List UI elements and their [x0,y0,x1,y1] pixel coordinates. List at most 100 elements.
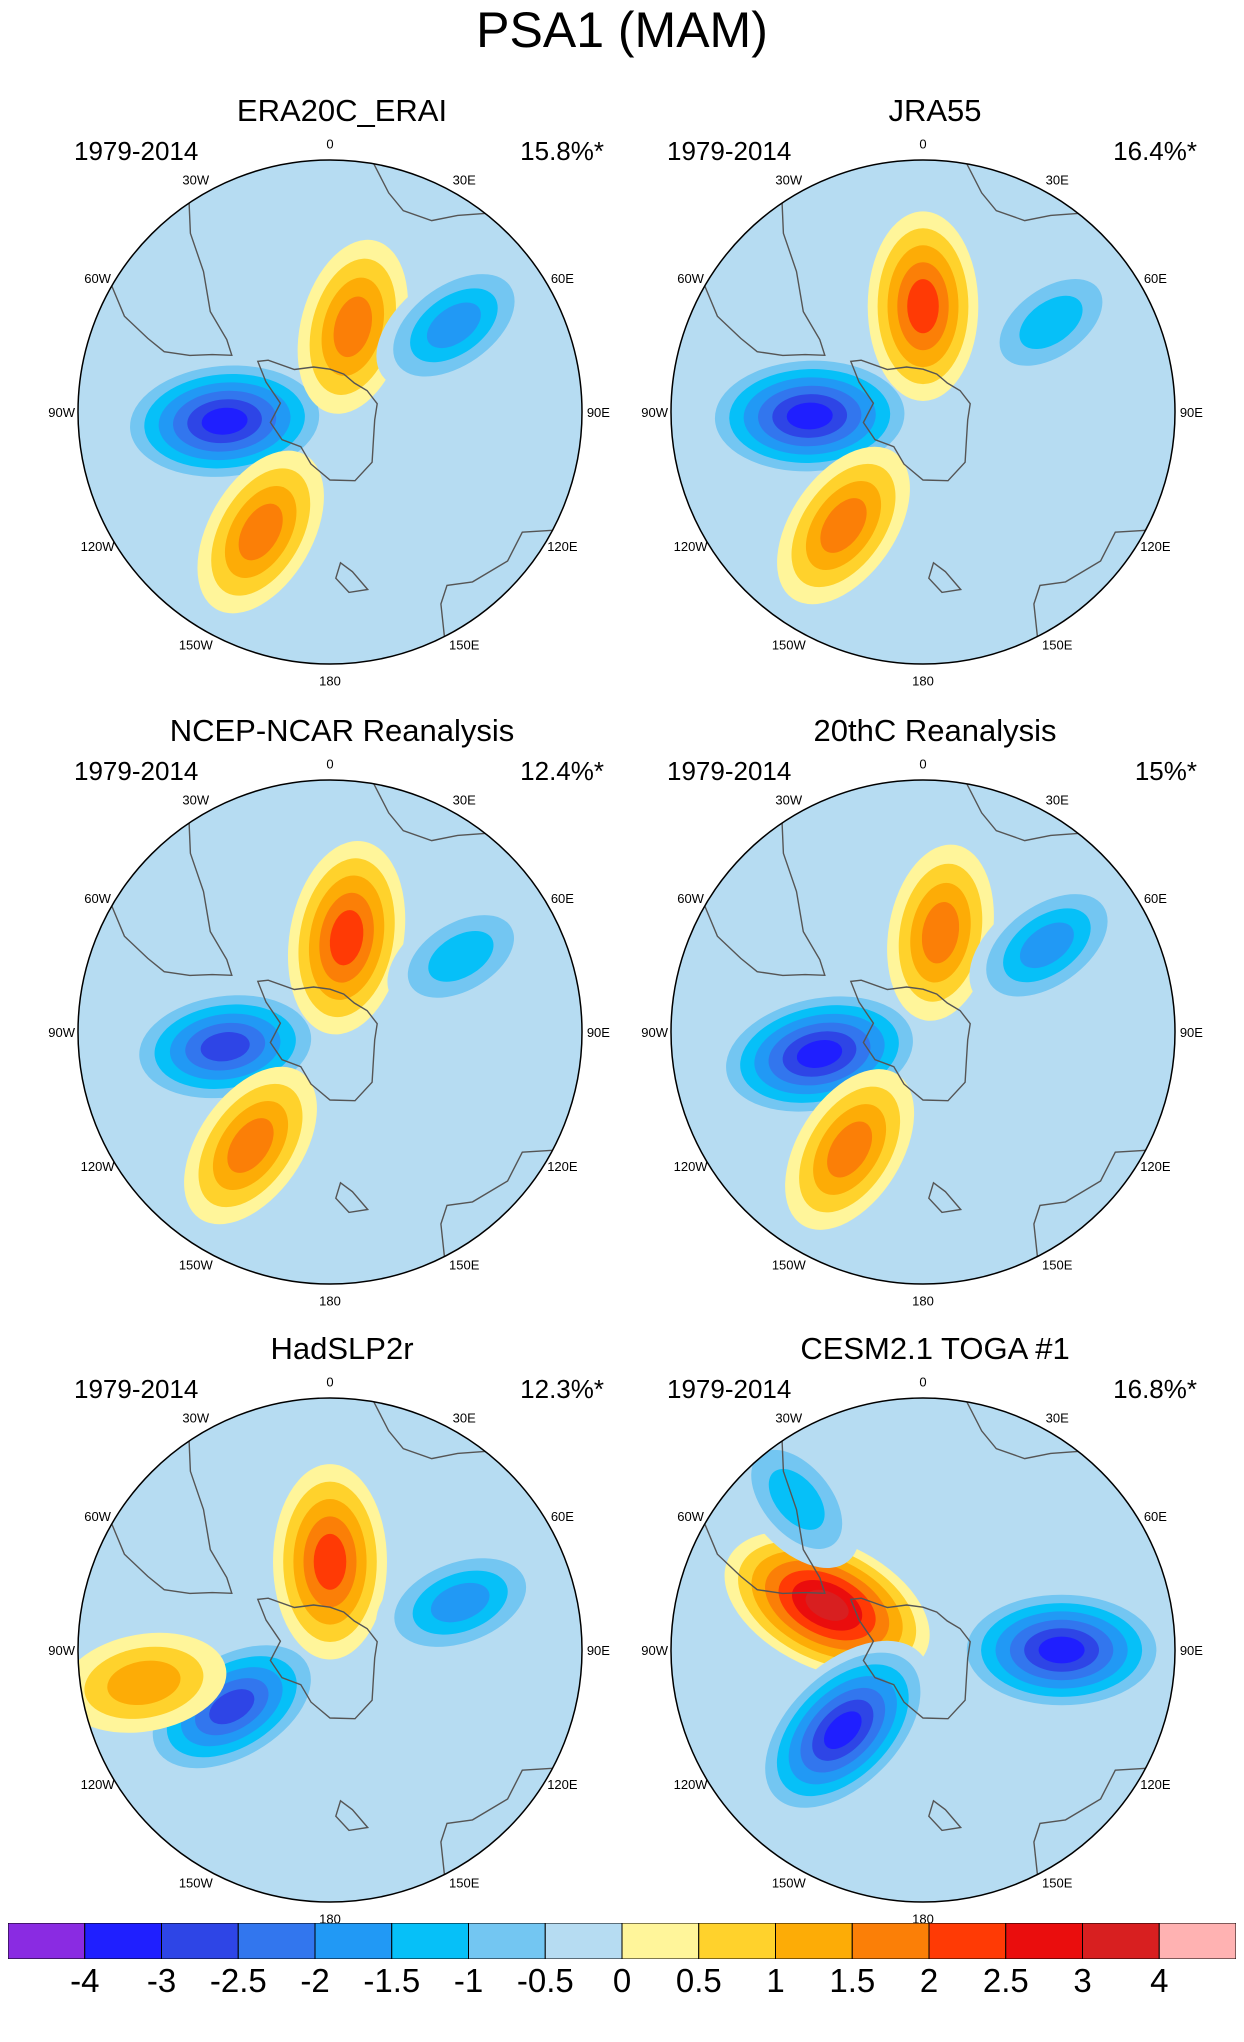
longitude-label: 60W [677,891,704,906]
colorbar-bin [1158,1922,1237,1960]
contour-region [200,1032,250,1062]
contour-region [820,498,867,553]
longitude-label: 90E [587,1025,610,1040]
longitude-label: 0 [919,757,926,772]
longitude-label: 120E [1140,1159,1171,1174]
contour-region [107,1660,181,1706]
longitude-label: 60W [84,891,111,906]
longitude-label: 120E [1140,539,1171,554]
longitude-label: 0 [326,137,333,152]
colorbar-bin [161,1922,239,1960]
colorbar-tick-label: -2 [300,1962,330,1999]
panel-period: 1979-2014 [74,136,199,166]
longitude-label: 180 [912,673,934,688]
australia-coastline [1033,529,1146,637]
figure-title: PSA1 (MAM) [476,2,768,58]
new-zealand-coastline [928,561,963,594]
contour-region [329,910,364,966]
contour-region [768,1468,825,1530]
longitude-label: 120W [674,539,709,554]
longitude-label: 0 [919,137,926,152]
longitude-label: 150E [449,1257,480,1272]
south-america-coastline [111,1441,233,1595]
contour-region [786,402,833,430]
colorbar-bin [468,1922,546,1960]
longitude-label: 0 [326,1375,333,1390]
colorbar-tick-label: 0 [612,1962,632,1999]
longitude-label: 120W [81,1159,116,1174]
colorbar-tick-label: -1.5 [363,1962,421,1999]
contour-region [201,407,248,435]
longitude-label: 120W [674,1777,709,1792]
colorbar-labels: -4 -3 -2.5 -2 -1.5 -1 -0.5 0 0.5 1 1.5 2 2.5 3 4 [0,1962,1244,2012]
contour-region [921,902,960,964]
colorbar-tick-label: -0.5 [516,1962,574,1999]
colorbar-tick-label: -2.5 [209,1962,267,1999]
longitude-label: 90E [1180,1025,1203,1040]
map-panel: HadSLP2r 1979-2014 12.3%* 0 30E 60E 90E 120E 150… [48,1330,622,1926]
longitude-label: 30W [182,1411,209,1426]
contour-region [209,1689,255,1725]
longitude-label: 30W [182,173,209,188]
map-border [77,159,583,665]
panel-variance: 12.4%* [520,756,604,786]
colorbar-tick-label: 2.5 [982,1962,1029,1999]
longitude-label: 120E [547,539,578,554]
contour-region [426,302,481,349]
longitude-label: 150W [179,1257,214,1272]
panel-title: CESM2.1 TOGA #1 [800,1331,1070,1366]
longitude-label: 60E [551,891,574,906]
contour-region [823,1711,862,1750]
panel-period: 1979-2014 [667,756,792,786]
south-america-coastline [704,823,826,977]
panel-title: HadSLP2r [270,1331,414,1366]
longitude-label: 30W [775,173,802,188]
map-panel: JRA55 1979-2014 16.4%* 0 30E 60E 90E 120E 150E 18… [641,92,1215,688]
contour-region [1038,1636,1085,1664]
colorbar [7,1922,1237,1960]
colorbar-tick-label: -1 [453,1962,484,1999]
longitude-label: 90W [641,405,668,420]
new-zealand-coastline [335,1181,370,1214]
longitude-label: 120E [547,1777,578,1792]
longitude-label: 120E [547,1159,578,1174]
map-border [670,779,1176,1285]
contour-region [227,1118,274,1173]
longitude-label: 150E [449,637,480,652]
south-america-coastline [704,1441,826,1595]
longitude-label: 0 [326,757,333,772]
contour-region [238,503,283,561]
longitude-label: 120W [81,539,116,554]
colorbar-tick-label: 2 [919,1962,939,1999]
longitude-label: 90E [587,405,610,420]
africa-coastline [966,783,1079,842]
antarctica-coastline [849,359,971,482]
new-zealand-coastline [928,1799,963,1832]
longitude-label: 30W [182,793,209,808]
colorbar-tick-label: 3 [1073,1962,1092,1999]
contour-region [805,1589,849,1621]
colorbar-tick-label: 4 [1150,1962,1169,1999]
antarctica-coastline [849,1597,971,1720]
longitude-label: 30E [1046,793,1069,808]
panel-period: 1979-2014 [74,1374,199,1404]
longitude-label: 60E [551,1509,574,1524]
longitude-label: 30E [1046,173,1069,188]
panel-variance: 15.8%* [520,136,604,166]
australia-coastline [440,1767,553,1875]
south-america-coastline [704,203,826,357]
longitude-label: 60W [84,1509,111,1524]
longitude-label: 90E [1180,1643,1203,1658]
longitude-label: 150E [1042,1875,1073,1890]
africa-coastline [966,163,1079,222]
longitude-label: 180 [319,1293,341,1308]
longitude-label: 150E [1042,1257,1073,1272]
panel-title: JRA55 [888,93,982,128]
antarctica-coastline [849,979,971,1102]
colorbar-bin [237,1922,316,1960]
longitude-label: 90W [641,1643,668,1658]
new-zealand-coastline [335,1799,370,1832]
